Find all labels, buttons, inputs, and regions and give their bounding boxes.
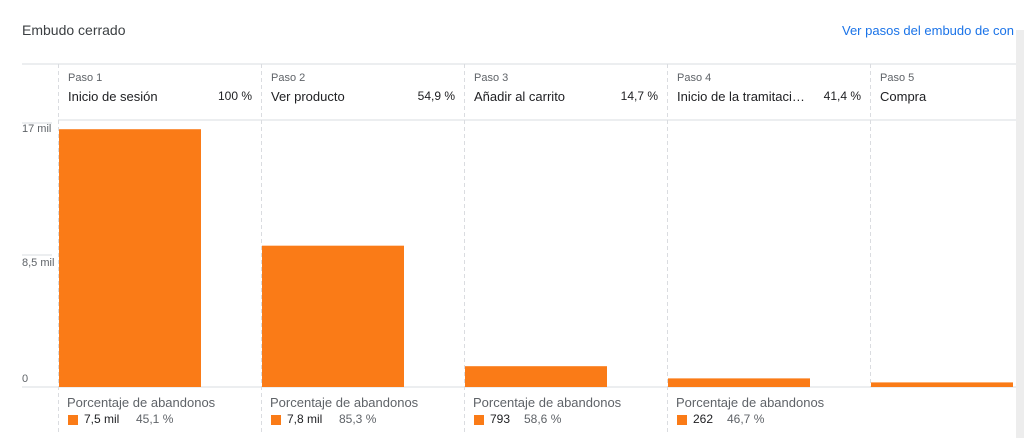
legend-swatch [474,415,484,425]
legend-swatch [271,415,281,425]
bar-step-4 [668,378,810,387]
abandonment-label: Porcentaje de abandonos [676,395,825,410]
step-5-header[interactable]: Paso 5 Compra [872,64,1016,120]
step-number: Paso 5 [880,72,915,84]
step-number: Paso 4 [677,72,712,84]
step-conversion: 54,9 % [417,89,455,103]
bar-step-3 [465,366,607,387]
step-4-abandonment: Porcentaje de abandonos 262 46,7 % [669,388,871,432]
step-4-header[interactable]: Paso 4 Inicio de la tramitaci… 41,4 % [669,64,871,120]
y-tick-max: 17 mil [22,123,52,135]
abandonment-rate: 46,7 % [727,412,765,426]
abandonment-count: 7,8 mil [287,412,323,426]
abandonment-label: Porcentaje de abandonos [270,395,419,410]
step-name: Inicio de sesión [68,89,158,104]
abandonment-count: 262 [693,412,714,426]
step-2-header[interactable]: Paso 2 Ver producto 54,9 % [263,64,465,120]
bar-step-1 [59,129,201,387]
abandonment-label: Porcentaje de abandonos [67,395,216,410]
bar-step-2 [262,245,404,387]
step-name: Compra [880,89,927,104]
abandonment-count: 793 [490,412,511,426]
bar-step-5 [871,382,1013,387]
abandonment-rate: 45,1 % [136,412,174,426]
step-conversion: 100 % [217,89,252,103]
y-tick-mid: 8,5 mil [22,257,55,269]
step-number: Paso 1 [68,72,103,84]
step-name: Inicio de la tramitaci… [677,89,805,104]
step-3-header[interactable]: Paso 3 Añadir al carrito 14,7 % [466,64,668,120]
step-number: Paso 3 [474,72,509,84]
step-1-header[interactable]: Paso 1 Inicio de sesión 100 % [60,64,262,120]
abandonment-rate: 85,3 % [339,412,377,426]
vertical-scrollbar[interactable] [1016,30,1024,438]
step-number: Paso 2 [271,72,306,84]
step-name: Añadir al carrito [474,89,566,104]
step-name: Ver producto [271,89,345,104]
legend-swatch [677,415,687,425]
step-2-abandonment: Porcentaje de abandonos 7,8 mil 85,3 % [263,388,465,432]
legend-swatch [68,415,78,425]
step-conversion: 41,4 % [823,89,861,103]
view-funnel-steps-link[interactable]: Ver pasos del embudo de con [842,23,1015,38]
abandonment-rate: 58,6 % [524,412,562,426]
step-1-abandonment: Porcentaje de abandonos 7,5 mil 45,1 % [60,388,262,432]
step-3-abandonment: Porcentaje de abandonos 793 58,6 % [466,388,668,432]
chart-title: Embudo cerrado [22,22,126,38]
abandonment-count: 7,5 mil [84,412,120,426]
step-conversion: 14,7 % [620,89,658,103]
y-tick-zero: 0 [22,373,29,385]
abandonment-label: Porcentaje de abandonos [473,395,622,410]
